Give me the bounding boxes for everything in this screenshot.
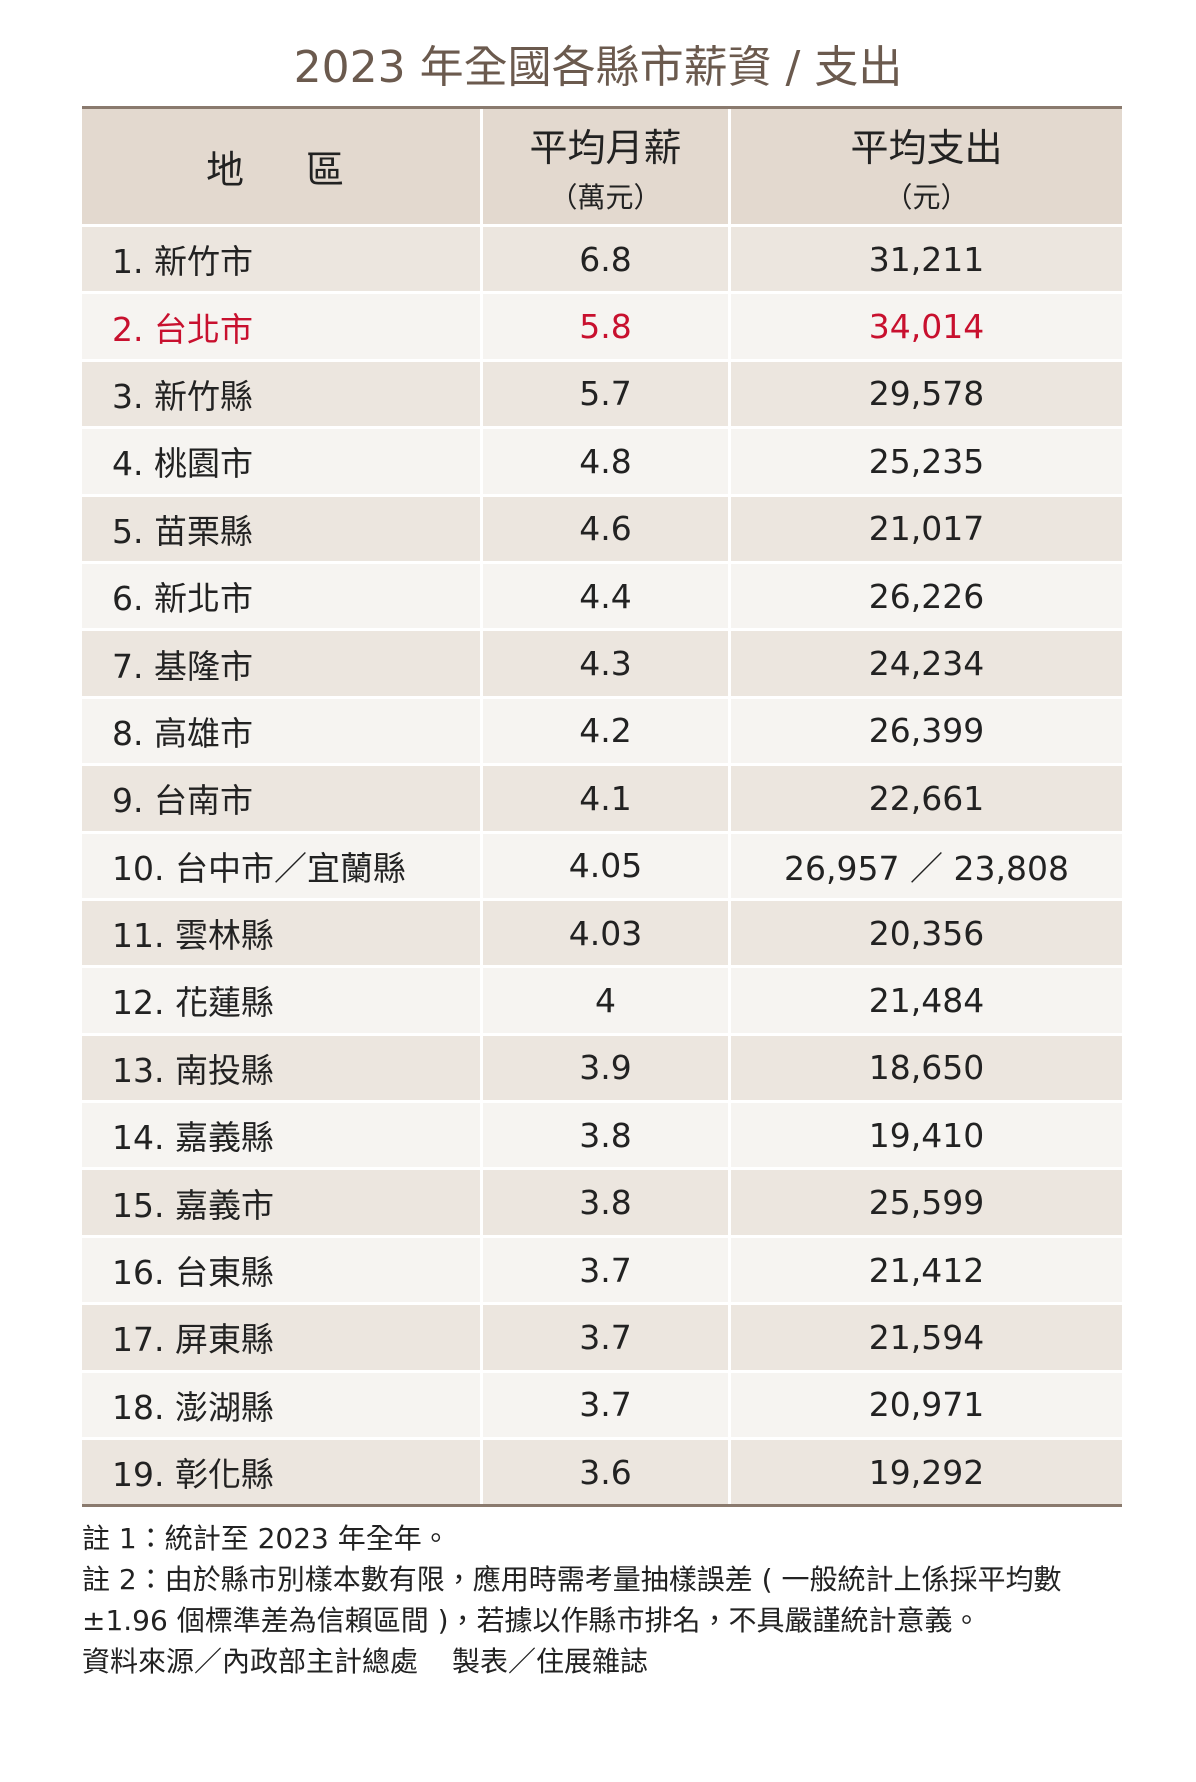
table-row: 17. 屏東縣 3.7 21,594: [82, 1305, 1122, 1373]
value-cell: 3.8: [483, 1103, 731, 1168]
table-row: 16. 台東縣 3.7 21,412: [82, 1237, 1122, 1306]
table-row: 11. 雲林縣 4.03 20,356: [82, 900, 1122, 969]
value-cell: 3.7: [483, 1237, 731, 1303]
value-cell: 19,292: [731, 1440, 1122, 1505]
region-cell: 10. 台中市／宜蘭縣: [82, 833, 483, 898]
table-row: 18. 澎湖縣 3.7 20,971: [82, 1372, 1122, 1441]
table-row: 10. 台中市／宜蘭縣 4.05 26,957 ／ 23,808: [82, 833, 1122, 901]
value-cell: 5.7: [483, 361, 731, 427]
value-cell: 4.03: [483, 900, 731, 966]
table-row: 12. 花蓮縣 4 21,484: [82, 968, 1122, 1036]
value-cell: 19,410: [731, 1103, 1122, 1168]
header-label: 地 區: [205, 148, 356, 192]
header-label: 平均月薪: [529, 126, 682, 170]
region-cell: 16. 台東縣: [82, 1237, 483, 1303]
table-row: 6. 新北市 4.4 26,226: [82, 563, 1122, 632]
region-cell: 11. 雲林縣: [82, 900, 483, 966]
value-cell: 34,014: [731, 294, 1122, 359]
table-row: 3. 新竹縣 5.7 29,578: [82, 361, 1122, 430]
table-row: 2. 台北市 5.8 34,014: [82, 294, 1122, 362]
table-row: 7. 基隆市 4.3 24,234: [82, 631, 1122, 699]
value-cell: 21,594: [731, 1305, 1122, 1370]
source: 資料來源／內政部主計總處: [82, 1645, 419, 1678]
region-cell: 4. 桃園市: [82, 429, 483, 494]
value-cell: 3.6: [483, 1440, 731, 1505]
region-cell: 14. 嘉義縣: [82, 1103, 483, 1168]
region-cell: 19. 彰化縣: [82, 1440, 483, 1505]
header-cell: 地 區: [82, 109, 483, 224]
value-cell: 25,235: [731, 429, 1122, 494]
value-cell: 3.9: [483, 1035, 731, 1101]
table-row: 19. 彰化縣 3.6 19,292: [82, 1440, 1122, 1505]
table: 地 區平均月薪 （萬元） 平均支出 （元） 1. 新竹市 6.8 31,211 2. 台北市 5…: [82, 106, 1122, 1508]
value-cell: 21,412: [731, 1237, 1122, 1303]
region-cell: 7. 基隆市: [82, 631, 483, 696]
header-unit: （萬元）: [549, 181, 662, 214]
value-cell: 22,661: [731, 766, 1122, 831]
value-cell: 26,226: [731, 563, 1122, 629]
header-row: 地 區 平均月薪 （萬元） 平均支出 （元）: [82, 109, 1122, 227]
region-cell: 2. 台北市: [82, 294, 483, 359]
value-cell: 4.3: [483, 631, 731, 696]
table-row: 14. 嘉義縣 3.8 19,410: [82, 1103, 1122, 1171]
value-cell: 5.8: [483, 294, 731, 359]
header-label: 平均支出: [850, 126, 1003, 170]
credit: 製表／住展雜誌: [452, 1645, 649, 1678]
value-cell: 20,356: [731, 900, 1122, 966]
region-cell: 17. 屏東縣: [82, 1305, 483, 1370]
notes: 註 1：統計至 2023 年全年。註 2：由於縣市別樣本數有限，應用時需考量抽樣…: [82, 1518, 1127, 1682]
value-cell: 4: [483, 968, 731, 1033]
table-title: 2023 年全國各縣市薪資 / 支出: [293, 42, 903, 93]
note: 註 2：由於縣市別樣本數有限，應用時需考量抽樣誤差 ( 一般統計上係採平均數 ±…: [82, 1563, 1062, 1637]
region-cell: 13. 南投縣: [82, 1035, 483, 1101]
region-cell: 3. 新竹縣: [82, 361, 483, 427]
value-cell: 31,211: [731, 227, 1122, 292]
value-cell: 4.2: [483, 698, 731, 764]
value-cell: 29,578: [731, 361, 1122, 427]
region-cell: 18. 澎湖縣: [82, 1372, 483, 1438]
table-row: 4. 桃園市 4.8 25,235: [82, 429, 1122, 497]
value-cell: 4.05: [483, 833, 731, 898]
region-cell: 1. 新竹市: [82, 227, 483, 292]
header-unit: （元）: [884, 181, 969, 214]
value-cell: 21,017: [731, 496, 1122, 561]
region-cell: 12. 花蓮縣: [82, 968, 483, 1033]
value-cell: 3.7: [483, 1372, 731, 1438]
value-cell: 21,484: [731, 968, 1122, 1033]
value-cell: 6.8: [483, 227, 731, 292]
source-line: 資料來源／內政部主計總處 製表／住展雜誌: [82, 1641, 1127, 1682]
region-cell: 5. 苗栗縣: [82, 496, 483, 561]
value-cell: 26,399: [731, 698, 1122, 764]
table-row: 9. 台南市 4.1 22,661: [82, 766, 1122, 834]
value-cell: 3.8: [483, 1170, 731, 1235]
table-row: 8. 高雄市 4.2 26,399: [82, 698, 1122, 767]
note: 註 1：統計至 2023 年全年。: [82, 1522, 450, 1555]
header-cell: 平均月薪 （萬元）: [483, 109, 731, 224]
value-cell: 18,650: [731, 1035, 1122, 1101]
header-cell: 平均支出 （元）: [731, 109, 1122, 224]
table-row: 5. 苗栗縣 4.6 21,017: [82, 496, 1122, 564]
region-cell: 9. 台南市: [82, 766, 483, 831]
table-row: 1. 新竹市 6.8 31,211: [82, 227, 1122, 295]
value-cell: 4.8: [483, 429, 731, 494]
value-cell: 20,971: [731, 1372, 1122, 1438]
value-cell: 4.6: [483, 496, 731, 561]
value-cell: 4.1: [483, 766, 731, 831]
region-cell: 8. 高雄市: [82, 698, 483, 764]
value-cell: 25,599: [731, 1170, 1122, 1235]
value-cell: 24,234: [731, 631, 1122, 696]
value-cell: 4.4: [483, 563, 731, 629]
value-cell: 26,957 ／ 23,808: [731, 833, 1122, 898]
value-cell: 3.7: [483, 1305, 731, 1370]
table-row: 15. 嘉義市 3.8 25,599: [82, 1170, 1122, 1238]
region-cell: 6. 新北市: [82, 563, 483, 629]
table-row: 13. 南投縣 3.9 18,650: [82, 1035, 1122, 1104]
region-cell: 15. 嘉義市: [82, 1170, 483, 1235]
